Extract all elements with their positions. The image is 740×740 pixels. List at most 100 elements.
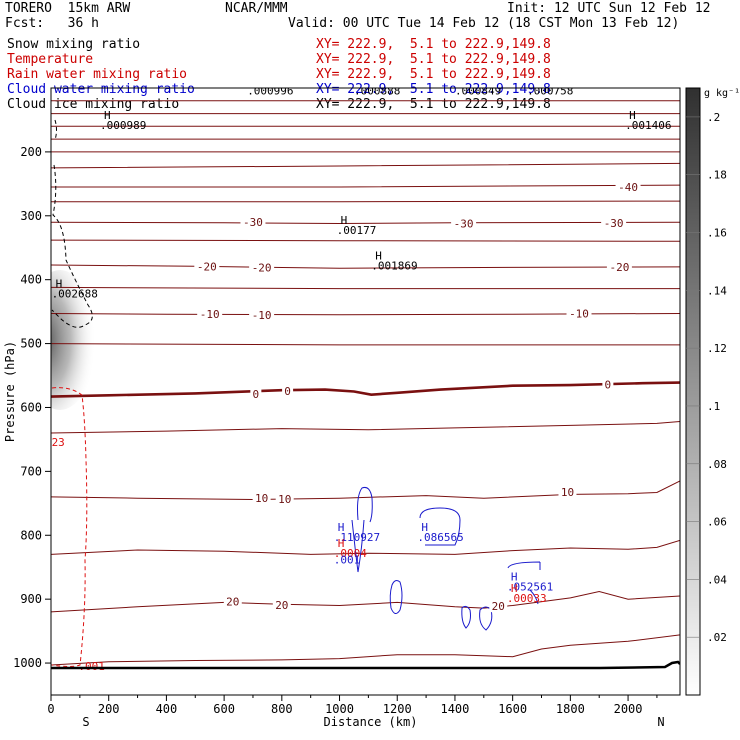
colorbar-tick-label: .16 [707,227,727,240]
colorbar-gradient [685,87,701,696]
maximum-value-label: .00033 [507,592,547,605]
x-tick-label: 800 [271,702,293,716]
legend-cloud-water-xy: XY= 222.9, 5.1 to 222.9,149.8 [316,82,551,97]
temperature-contour [51,264,680,269]
maximum-value-label: .000758 [527,85,573,98]
colorbar-tick-label: .06 [707,516,727,529]
temperature-label: 0 [284,385,291,398]
temperature-contour [51,480,680,501]
rain-contour [51,387,88,667]
maximum-value-label: .000996 [247,85,293,98]
maximum-h-marker: H [511,582,518,595]
temperature-label-bg [489,600,508,613]
x-tick-label: 400 [156,702,178,716]
temperature-label: -30 [454,217,474,230]
maximum-value-label: .000888 [354,85,400,98]
temperature-contour [51,421,680,434]
init-label: Init: 12 UTC Sun 12 Feb 12 [507,1,711,16]
x-tick-label: 0 [47,702,54,716]
temperature-contour [51,221,680,225]
maximum-value-label: .052561 [507,580,553,593]
temperature-label: 10 [561,486,574,499]
terrain-surface [51,660,680,670]
temperature-label-bg [249,261,275,274]
model-title: TORERO 15km ARW [5,1,131,16]
colorbar-unit: g kg⁻¹ [704,88,740,99]
legend-cloud-water: Cloud water mixing ratio [7,82,195,97]
maxima-markers: H.000989H.000996H.000888H.000849H.000758… [52,75,672,673]
legend-rain-xy: XY= 222.9, 5.1 to 222.9,149.8 [316,67,551,82]
temperature-label: 20 [492,600,505,613]
maximum-h-marker: H [459,75,466,88]
legend-snow-xy: XY= 222.9, 5.1 to 222.9,149.8 [316,37,551,52]
temperature-label: 10 [255,492,268,505]
maximum-h-marker: H [338,521,345,534]
fcst-label: Fcst: 36 h [5,16,99,31]
x-tick-label: 600 [213,702,235,716]
temperature-label-bg [223,595,242,608]
temperature-label-bg [194,260,220,273]
maximum-value-label: .000989 [100,119,146,132]
cloud-ice-contour [51,119,93,328]
maximum-value-label: .000849 [455,85,501,98]
org-label: NCAR/MMM [225,1,288,16]
temperature-label-bg [601,216,627,229]
colorbar-tick-label: .18 [707,169,727,182]
legend-snow: Snow mixing ratio [7,37,141,52]
x-tick-label: 1400 [440,702,469,716]
y-tick-label: 600 [20,400,42,414]
x-tick-label: 1200 [383,702,412,716]
y-tick-label: 800 [20,528,42,542]
temperature-contour [51,162,680,169]
y-tick-label: 300 [20,209,42,223]
maximum-h-marker: H [251,75,258,88]
cloud-water-contour [461,605,471,629]
y-tick-label: 200 [20,145,42,159]
temperature-label-bg [282,384,294,397]
maximum-value-label: .001 [78,660,105,673]
plot-area: H.000989H.000996H.000888H.000849H.000758… [51,75,680,673]
maximum-h-marker: H [338,537,345,550]
y-tick-label: 1000 [13,656,42,670]
x-tick-label: 2000 [614,702,643,716]
cloud-water-contour [357,487,373,523]
temperature-contour [51,200,680,203]
plot-frame [50,87,681,696]
temperature-contour [51,539,680,555]
temperature-label-bg [451,217,477,230]
temperature-contour [51,634,680,666]
colorbar: .02 .04 .06 .08 .1 .12 .14 .16 .18 .2 g kg⁻¹ [685,87,740,696]
cloud-water-contour [351,519,365,573]
temperature-label-bg [275,492,294,505]
snow-shading [51,270,96,410]
colorbar-tick-label: .14 [707,284,727,297]
temperature-label: -20 [197,260,217,273]
temperature-label-bg [606,260,632,273]
legend-temperature-xy: XY= 222.9, 5.1 to 222.9,149.8 [316,52,551,67]
temperature-label: -10 [200,308,220,321]
maximum-value-label: .001406 [625,119,671,132]
x-axis-label: Distance (km) [324,715,418,729]
legend-rain: Rain water mixing ratio [7,67,188,82]
temperature-label: 10 [278,493,291,506]
temperature-label-bg [566,307,592,320]
colorbar-tick-label: .02 [707,631,727,644]
x-tick-label: 1000 [325,702,354,716]
temperature-label-bg [615,181,641,194]
cloud-water-contour [479,606,493,631]
temperature-label: -10 [569,308,589,321]
y-axis-label: Pressure (hPa) [3,341,17,442]
y-tick-label: 700 [20,464,42,478]
endpoint-north: N [657,715,664,729]
maximum-h-marker: H [511,570,518,583]
cloud-water-contour [419,507,461,546]
maximum-value-label: .001 [334,554,361,567]
temperature-label-bg [558,485,577,498]
y-tick-label: 400 [20,273,42,287]
temperature-label-bg [197,308,223,321]
maximum-value-label: .001869 [371,260,417,273]
maximum-h-marker: H [421,521,428,534]
temperature-contour [51,343,680,346]
maximum-value-label: .0004 [334,547,367,560]
